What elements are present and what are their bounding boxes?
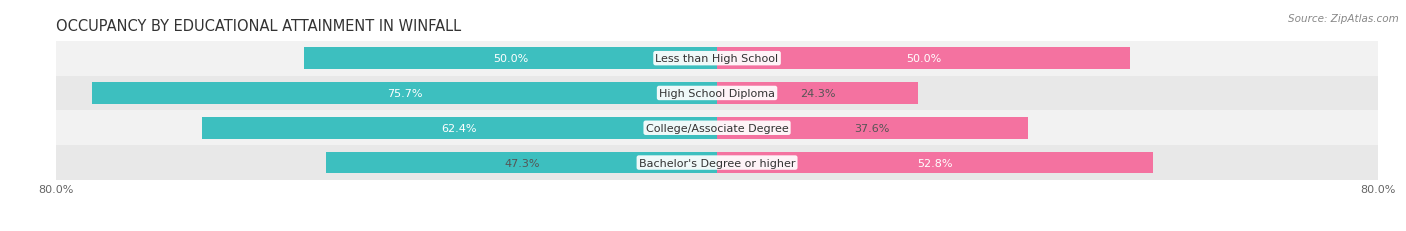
Bar bbox=[56, 42, 1378, 76]
Text: Source: ZipAtlas.com: Source: ZipAtlas.com bbox=[1288, 14, 1399, 24]
Text: OCCUPANCY BY EDUCATIONAL ATTAINMENT IN WINFALL: OCCUPANCY BY EDUCATIONAL ATTAINMENT IN W… bbox=[56, 18, 461, 33]
Text: 50.0%: 50.0% bbox=[494, 54, 529, 64]
Bar bbox=[91, 83, 717, 104]
Bar bbox=[56, 146, 1378, 180]
Bar bbox=[717, 118, 1028, 139]
Bar bbox=[56, 76, 1378, 111]
Text: College/Associate Degree: College/Associate Degree bbox=[645, 123, 789, 133]
Text: 47.3%: 47.3% bbox=[503, 158, 540, 168]
Text: 50.0%: 50.0% bbox=[905, 54, 941, 64]
Text: Less than High School: Less than High School bbox=[655, 54, 779, 64]
Legend: Owner-occupied, Renter-occupied: Owner-occupied, Renter-occupied bbox=[593, 228, 841, 231]
Bar bbox=[717, 152, 1153, 174]
Bar bbox=[56, 111, 1378, 146]
Text: 52.8%: 52.8% bbox=[917, 158, 953, 168]
Text: 62.4%: 62.4% bbox=[441, 123, 477, 133]
Bar bbox=[304, 48, 717, 70]
Text: 24.3%: 24.3% bbox=[800, 88, 835, 99]
Text: Bachelor's Degree or higher: Bachelor's Degree or higher bbox=[638, 158, 796, 168]
Bar bbox=[717, 48, 1130, 70]
Bar bbox=[717, 83, 918, 104]
Text: 75.7%: 75.7% bbox=[387, 88, 422, 99]
Bar bbox=[326, 152, 717, 174]
Text: 37.6%: 37.6% bbox=[855, 123, 890, 133]
Text: High School Diploma: High School Diploma bbox=[659, 88, 775, 99]
Bar bbox=[201, 118, 717, 139]
